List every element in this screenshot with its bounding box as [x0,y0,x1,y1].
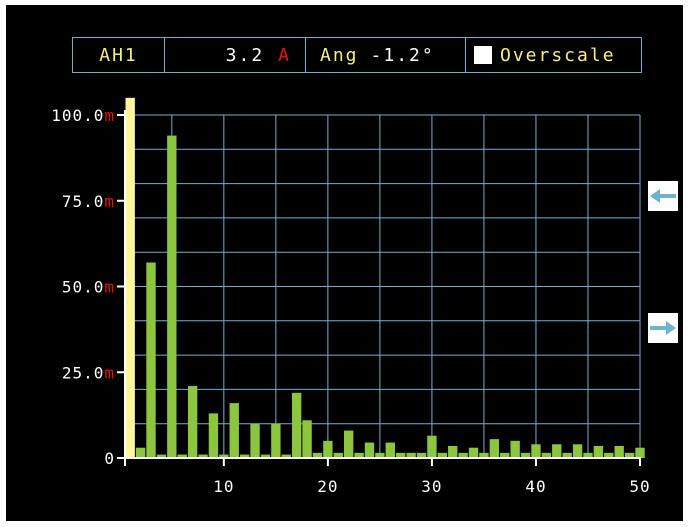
harmonic-bar [635,447,645,458]
harmonic-bar [479,452,489,458]
harmonic-bar [572,444,583,458]
harmonic-bar [323,440,333,458]
y-tick-label: 50.0m [62,278,115,297]
harmonic-bar [500,452,510,458]
harmonic-bar [177,454,187,458]
harmonic-bar [250,423,260,458]
y-tick-value: 50.0 [62,278,105,297]
harmonic-bar [593,445,604,458]
harmonic-bar [281,454,291,458]
right-arrow-icon [650,321,676,335]
harmonic-bar [187,385,198,458]
harmonic-bar [520,452,531,458]
harmonic-bar [437,452,448,458]
harmonic-bar [531,444,541,458]
harmonic-bar [167,135,177,458]
harmonic-bar [624,452,635,458]
scroll-right-button[interactable] [648,313,678,343]
harmonic-bar [354,452,364,458]
angle-value: -1.2° [370,44,435,66]
current-unit: A [278,44,291,66]
harmonic-bar [406,452,416,458]
harmonic-bar [364,442,375,458]
y-tick-label: 0 [104,449,115,468]
x-tick-labels: 10 20 30 40 50 [213,477,650,496]
harmonic-bar [489,439,500,458]
angle-label: Ang [320,44,359,66]
harmonic-bar [198,454,208,458]
y-tick-unit: m [104,106,115,125]
current-value: 3.2 [225,44,265,66]
harmonic-bar [448,445,458,458]
harmonic-bar [416,452,427,458]
harmonic-bar [146,262,156,458]
harmonic-bar [427,435,437,458]
harmonic-bar [135,447,146,458]
harmonic-bar [468,447,479,458]
angle-cell: Ang -1.2° [306,38,466,72]
measurement-header: AH1 3.2 A Ang -1.2° Overscale [72,37,642,73]
harmonic-bar [291,392,302,458]
harmonic-bar [541,452,552,458]
overscale-swatch [474,46,492,64]
harmonic-bar [510,440,520,458]
y-tick-label: 75.0m [62,192,115,211]
harmonic-bar [219,454,229,458]
y-tick-value: 75.0 [62,192,105,211]
y-tick-label: 25.0m [62,363,115,382]
harmonic-bar [385,442,395,458]
y-tick-unit: m [104,278,115,297]
y-tick-value: 0 [104,449,115,468]
harmonic-bar [229,403,239,458]
x-tick-label: 50 [629,477,650,496]
harmonic-bar [396,452,406,458]
axes [117,110,641,466]
overscale-legend: Overscale [466,38,641,72]
harmonic-bar [604,452,614,458]
y-tick-label: 100.0m [51,106,115,125]
grid-lines [125,114,641,458]
y-tick-value: 100.0 [51,106,104,125]
bars [125,97,645,458]
harmonic-bar [156,454,167,458]
y-tick-unit: m [104,363,115,382]
y-tick-value: 25.0 [62,363,105,382]
harmonic-bar [562,452,572,458]
harmonic-bar [614,445,624,458]
current-cell: 3.2 A [165,38,306,72]
y-tick-unit: m [104,192,115,211]
harmonic-bar [344,430,354,458]
x-tick-label: 40 [525,477,546,496]
x-tick-label: 30 [421,477,442,496]
fundamental-bar [125,97,135,458]
left-arrow-icon [650,189,676,203]
harmonic-bar [260,454,271,458]
harmonic-bar [458,452,468,458]
harmonic-bar [333,452,343,458]
harmonic-bar [302,420,312,458]
harmonic-bar [375,452,385,458]
channel-cell[interactable]: AH1 [73,38,165,72]
channel-label: AH1 [99,44,138,66]
scroll-left-button[interactable] [648,181,678,211]
overscale-label: Overscale [500,44,616,66]
x-tick-label: 20 [317,477,338,496]
harmonic-bar [583,452,593,458]
harmonic-bar [552,444,562,458]
harmonic-bar [239,454,250,458]
harmonic-bar [271,423,281,458]
x-tick-label: 10 [213,477,234,496]
harmonic-bar [312,452,323,458]
harmonic-bar [208,413,219,458]
